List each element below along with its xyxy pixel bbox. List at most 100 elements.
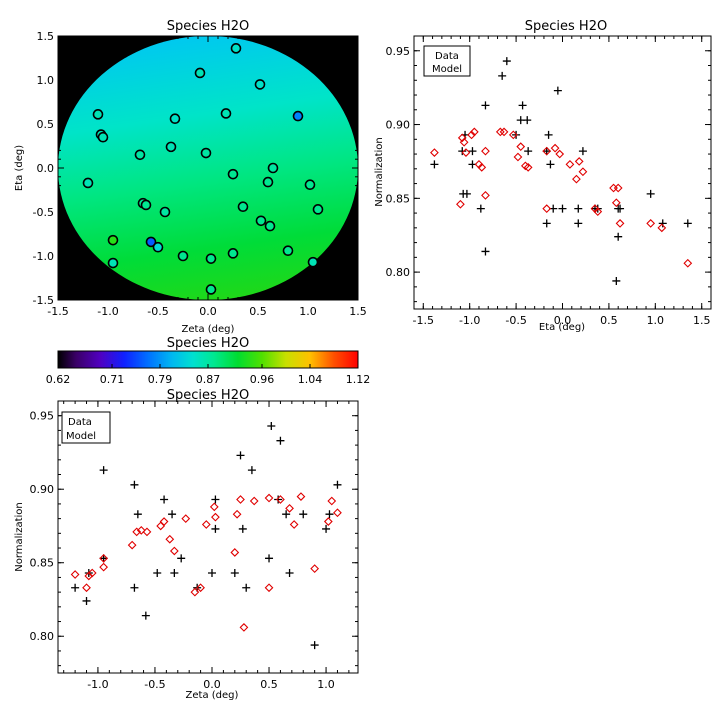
eta-scatter-model-point: [555, 149, 565, 159]
zeta-scatter-model-point: [190, 587, 200, 597]
heatmap-point: [230, 43, 242, 54]
zeta-scatter-model-point: [230, 548, 240, 557]
zeta-scatter-data-point: [130, 480, 139, 489]
zeta-scatter-xtick-label: -1.0: [87, 678, 108, 691]
colorbar-tick-label: 0.96: [250, 373, 275, 386]
zeta-scatter-model-point: [159, 517, 169, 526]
zeta-scatter-frame: [57, 400, 359, 674]
heatmap-xtick-label: 0.5: [249, 305, 267, 318]
zeta-scatter-ytick-label: 0.80: [30, 630, 55, 643]
zeta-scatter-data-point: [274, 495, 283, 504]
eta-scatter-model-point: [613, 183, 623, 193]
eta-scatter-model-point: [508, 130, 518, 140]
heatmap-ylabel: Eta (deg): [14, 145, 25, 191]
heatmap-point: [282, 245, 294, 257]
heatmap-point: [97, 131, 109, 143]
zeta-scatter-data-point: [82, 596, 91, 605]
zeta-scatter-data-point: [99, 554, 108, 563]
zeta-scatter-model-point: [333, 508, 342, 518]
zeta-scatter-xlabel: Zeta (deg): [186, 690, 239, 701]
heatmap-point: [169, 113, 181, 125]
heatmap-point: [264, 220, 276, 232]
eta-scatter-data-point: [542, 147, 551, 156]
zeta-scatter-data-point: [99, 466, 108, 475]
zeta-scatter-data-point: [285, 569, 294, 578]
eta-scatter-model-point: [430, 148, 439, 157]
zeta-scatter-data-point: [282, 510, 291, 519]
eta-scatter-ytick-label: 0.85: [386, 192, 411, 205]
zeta-scatter-model-point: [82, 583, 91, 593]
zeta-scatter-model-point: [327, 496, 337, 506]
eta-scatter-data-point: [458, 147, 467, 156]
heatmap-field: [58, 36, 358, 300]
zeta-scatter-data-point: [168, 510, 177, 519]
eta-scatter-data-point: [658, 219, 667, 228]
zeta-scatter-data-point: [236, 451, 245, 460]
eta-scatter-data-point: [646, 189, 655, 198]
eta-scatter-model-point: [469, 127, 479, 137]
zeta-scatter-ytick-label: 0.95: [30, 410, 55, 423]
zeta-scatter-data-point: [133, 510, 142, 519]
zeta-scatter-model-point: [236, 495, 245, 504]
eta-scatter-model-point: [542, 204, 552, 214]
zeta-scatter-model-point: [232, 509, 242, 519]
eta-scatter-xtick-label: -1.5: [413, 314, 434, 327]
colorbar-tick-label: 1.12: [346, 373, 371, 386]
zeta-scatter-model-point: [136, 526, 146, 535]
zeta-scatter-data-point: [211, 495, 220, 504]
eta-scatter-model-point: [456, 199, 465, 209]
heatmap-ytick-label: 0.0: [37, 162, 55, 175]
zeta-scatter-data-point: [230, 569, 239, 578]
eta-scatter-data-point: [502, 57, 511, 66]
heatmap-xlabel: Zeta (deg): [182, 324, 235, 335]
eta-scatter-data-point: [481, 101, 490, 110]
zeta-scatter-data-point: [265, 554, 274, 563]
heatmap-point: [165, 141, 177, 153]
eta-scatter-model-point: [513, 152, 523, 162]
zeta-scatter-model-point: [127, 540, 137, 550]
eta-scatter-model-point: [593, 207, 603, 216]
eta-scatter-model-point: [565, 160, 575, 169]
zeta-scatter-legend: Data Model: [61, 411, 111, 444]
eta-scatter-model-point: [609, 183, 618, 193]
heatmap-point: [304, 179, 316, 191]
eta-scatter-data-point: [542, 219, 551, 228]
eta-scatter-data-point: [574, 204, 583, 213]
eta-scatter-data-point: [476, 204, 485, 213]
zeta-scatter-model-point: [99, 553, 109, 563]
zeta-scatter-ytick-label: 0.90: [30, 483, 55, 496]
zeta-scatter-model-point: [156, 521, 166, 531]
eta-scatter-model-point: [646, 219, 656, 228]
heatmap-point: [227, 248, 239, 259]
heatmap-point: [307, 256, 319, 268]
eta-scatter-model-point: [611, 198, 621, 208]
colorbar-title: Species H2O: [167, 336, 249, 351]
zeta-scatter-xtick-label: -0.5: [144, 678, 165, 691]
eta-scatter-model-point: [459, 137, 469, 147]
eta-scatter-legend: Data Model: [423, 45, 471, 77]
zeta-scatter-model-point: [249, 496, 259, 506]
zeta-scatter-data-point: [242, 583, 251, 592]
zeta-scatter-model-point: [296, 492, 306, 501]
eta-scatter-data-point: [462, 189, 471, 198]
zeta-scatter-model-point: [99, 562, 109, 572]
zeta-scatter-xtick-label: 0.5: [260, 678, 278, 691]
eta-scatter-ytick-label: 0.90: [386, 119, 411, 132]
zeta-scatter-data-point: [238, 524, 247, 533]
zeta-scatter-model-point: [276, 495, 285, 504]
zeta-scatter-model-point: [196, 583, 205, 593]
zeta-scatter-model-point: [169, 546, 179, 556]
eta-scatter-xtick-label: 0.0: [554, 314, 572, 327]
eta-scatter-model-point: [572, 174, 581, 184]
zeta-scatter-data-point: [177, 554, 186, 563]
eta-scatter-model-point: [457, 133, 467, 143]
eta-scatter-model-point: [615, 219, 625, 228]
legend-data-label: Data: [68, 417, 92, 428]
heatmap-ytick-label: -1.0: [33, 250, 54, 263]
heatmap-point: [205, 284, 217, 295]
eta-scatter-data-point: [518, 101, 527, 110]
heatmap-point: [107, 234, 119, 246]
zeta-scatter-xtick-label: 0.0: [203, 678, 221, 691]
legend-data-label: Data: [435, 51, 459, 62]
zeta-scatter-panel: Species H2O -1.0 -0.5 0.0 0.5 1.0 0.80 0.85 0.9…: [14, 388, 359, 701]
